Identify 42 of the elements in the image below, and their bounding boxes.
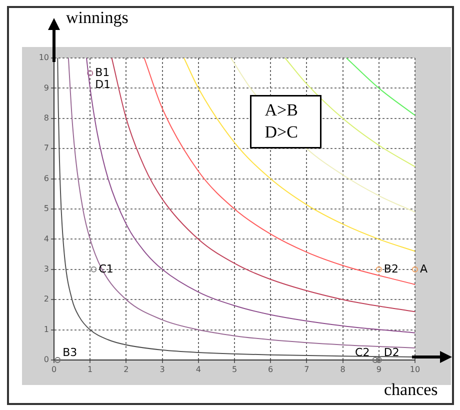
- x-tick-label: 2: [124, 364, 129, 374]
- point: [372, 357, 378, 363]
- y-tick-label: 4: [44, 234, 49, 244]
- y-tick-label: 8: [44, 113, 49, 122]
- point: [376, 266, 382, 272]
- annotation: B1: [95, 66, 110, 79]
- point: [412, 266, 418, 272]
- x-tick-label: 4: [196, 364, 201, 374]
- y-axis-title: winnings: [66, 8, 128, 28]
- x-tick-label: 7: [304, 364, 310, 374]
- y-tick-label: 9: [44, 83, 49, 92]
- annotation: A: [420, 262, 428, 276]
- y-tick-label: 5: [44, 204, 49, 214]
- y-tick-label: 2: [44, 294, 49, 304]
- y-tick-label: 3: [44, 264, 49, 274]
- annotation: C2: [355, 346, 370, 359]
- x-tick-label: 1: [88, 364, 93, 374]
- y-tick-label: 10: [38, 53, 49, 62]
- point: [87, 70, 94, 76]
- line-series: [183, 58, 416, 252]
- y-tick-label: 7: [44, 144, 49, 153]
- x-tick-label: 6: [268, 364, 274, 374]
- y-tick-label: 1: [44, 324, 49, 334]
- x-tick-label: 9: [376, 364, 382, 374]
- x-tick-label: 0: [51, 364, 57, 374]
- annotation: B3: [62, 346, 78, 359]
- annotation: D1: [95, 78, 111, 92]
- point: [376, 357, 382, 363]
- point: [54, 357, 61, 363]
- y-tick-label: 6: [44, 174, 49, 183]
- x-tick-label: 8: [340, 364, 346, 374]
- annotation: B2: [384, 262, 398, 276]
- annotation: D2: [384, 346, 400, 359]
- x-tick-label: 10: [410, 364, 420, 374]
- x-axis-title: chances: [384, 380, 438, 400]
- annotation: D>C: [264, 122, 298, 142]
- point: [90, 266, 97, 272]
- y-tick-label: 0: [44, 355, 49, 364]
- line-series: [144, 58, 416, 285]
- x-tick-label: 3: [160, 364, 165, 374]
- x-tick-label: 5: [232, 364, 238, 374]
- annotation: A>B: [264, 100, 298, 120]
